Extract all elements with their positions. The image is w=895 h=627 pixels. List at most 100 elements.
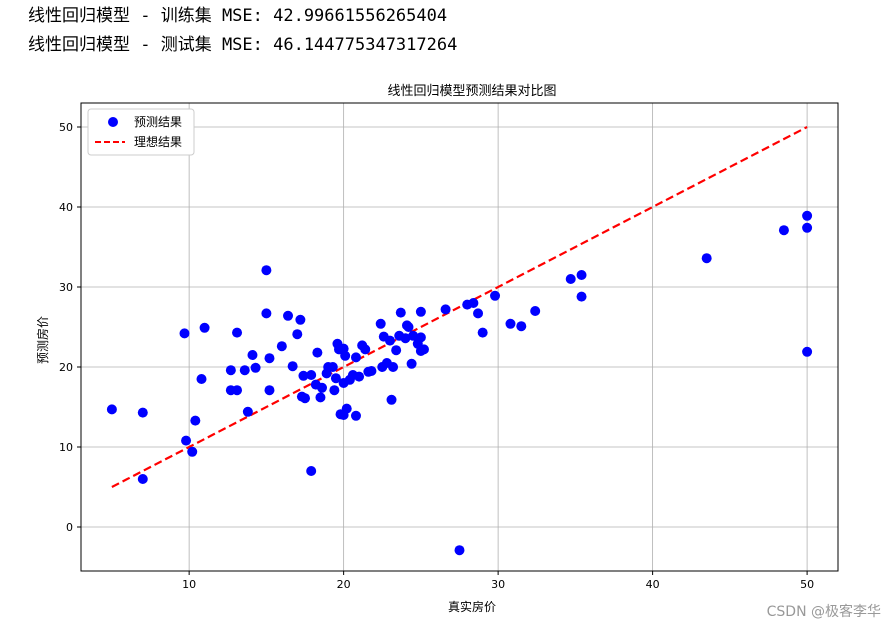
x-tick-label: 10 [182, 578, 196, 591]
data-point [247, 350, 258, 360]
x-axis-label: 真实房价 [448, 599, 496, 614]
y-tick-label: 20 [59, 361, 73, 374]
data-point [300, 393, 311, 404]
data-point [477, 327, 488, 338]
data-point [292, 329, 303, 340]
data-point [576, 270, 587, 280]
data-point [298, 370, 309, 381]
data-point [306, 370, 317, 380]
y-tick-label: 10 [59, 441, 73, 454]
plot-frame [80, 102, 839, 572]
data-point [802, 346, 813, 357]
train-mse-line: 线性回归模型 - 训练集 MSE: 42.99661556265404 [28, 6, 448, 26]
data-point [386, 394, 397, 405]
data-point [354, 371, 365, 382]
data-point [190, 415, 201, 426]
data-point [576, 291, 587, 302]
data-point [287, 361, 298, 372]
data-point [315, 392, 326, 403]
data-point [400, 333, 411, 344]
data-point [276, 341, 287, 352]
data-point [283, 310, 294, 321]
data-point [261, 265, 272, 276]
data-point [802, 222, 813, 233]
data-point [454, 545, 465, 556]
data-point [327, 362, 338, 372]
data-point [329, 385, 340, 396]
data-point [264, 385, 275, 396]
x-tick-label: 40 [646, 578, 660, 591]
grid-lines [81, 103, 838, 571]
ideal-line [111, 126, 808, 488]
legend-label-predicted: 预测结果 [134, 115, 182, 129]
y-tick-label: 30 [59, 281, 73, 294]
data-point [440, 304, 451, 315]
points-layer [106, 210, 813, 556]
data-point [530, 306, 541, 316]
data-point [505, 318, 516, 329]
data-point [179, 328, 190, 339]
y-tick-label: 0 [66, 521, 73, 534]
data-point [395, 307, 406, 318]
data-point [340, 350, 351, 361]
console-output: 线性回归模型 - 训练集 MSE: 42.99661556265404 线性回归模… [28, 2, 457, 60]
data-point [473, 308, 484, 319]
legend-label-ideal: 理想结果 [134, 134, 182, 149]
data-point [181, 435, 192, 446]
data-point [350, 352, 361, 363]
data-point [366, 366, 377, 376]
x-tick-label: 20 [337, 578, 351, 591]
data-point [306, 466, 317, 476]
test-mse-line: 线性回归模型 - 测试集 MSE: 46.144775347317264 [28, 35, 458, 55]
data-point [565, 274, 576, 284]
data-point [360, 344, 371, 355]
data-point [415, 332, 426, 343]
y-tick-label: 40 [59, 201, 73, 214]
data-point [137, 407, 148, 418]
legend: 预测结果 理想结果 [87, 108, 195, 156]
data-point [375, 318, 386, 329]
data-point [406, 358, 417, 369]
data-point [295, 314, 306, 325]
data-point [106, 404, 117, 415]
data-point [261, 308, 272, 319]
data-point [250, 362, 261, 373]
data-point [408, 330, 419, 341]
data-point [516, 321, 527, 332]
data-point [264, 353, 275, 364]
y-axis-ticks: 0 10 20 30 40 50 [59, 121, 81, 534]
data-point [388, 362, 399, 372]
data-point [239, 365, 250, 376]
ideal-line-layer [111, 126, 808, 488]
data-point [341, 403, 352, 414]
x-tick-label: 50 [800, 578, 814, 591]
data-point [403, 322, 414, 332]
x-tick-label: 30 [491, 578, 505, 591]
data-point [242, 406, 253, 417]
data-point [312, 347, 323, 358]
y-tick-label: 50 [59, 121, 73, 134]
data-point [701, 253, 712, 264]
data-point [350, 410, 361, 421]
data-point [391, 345, 402, 356]
data-point [490, 290, 501, 301]
data-point [778, 225, 789, 236]
data-point [232, 327, 243, 338]
data-point [199, 322, 210, 333]
data-point [137, 474, 148, 484]
data-point [384, 335, 395, 346]
data-point [418, 344, 429, 355]
legend-marker-predicted [108, 117, 118, 127]
y-axis-label: 预测房价 [35, 316, 50, 364]
data-point [232, 385, 243, 396]
watermark: CSDN @极客李华 [766, 604, 881, 620]
data-point [196, 374, 207, 384]
data-point [330, 373, 341, 384]
data-point [415, 306, 426, 317]
data-point [317, 382, 328, 393]
data-point [225, 365, 236, 376]
data-point [802, 210, 813, 221]
data-point [468, 298, 479, 308]
chart-title: 线性回归模型预测结果对比图 [387, 84, 556, 99]
